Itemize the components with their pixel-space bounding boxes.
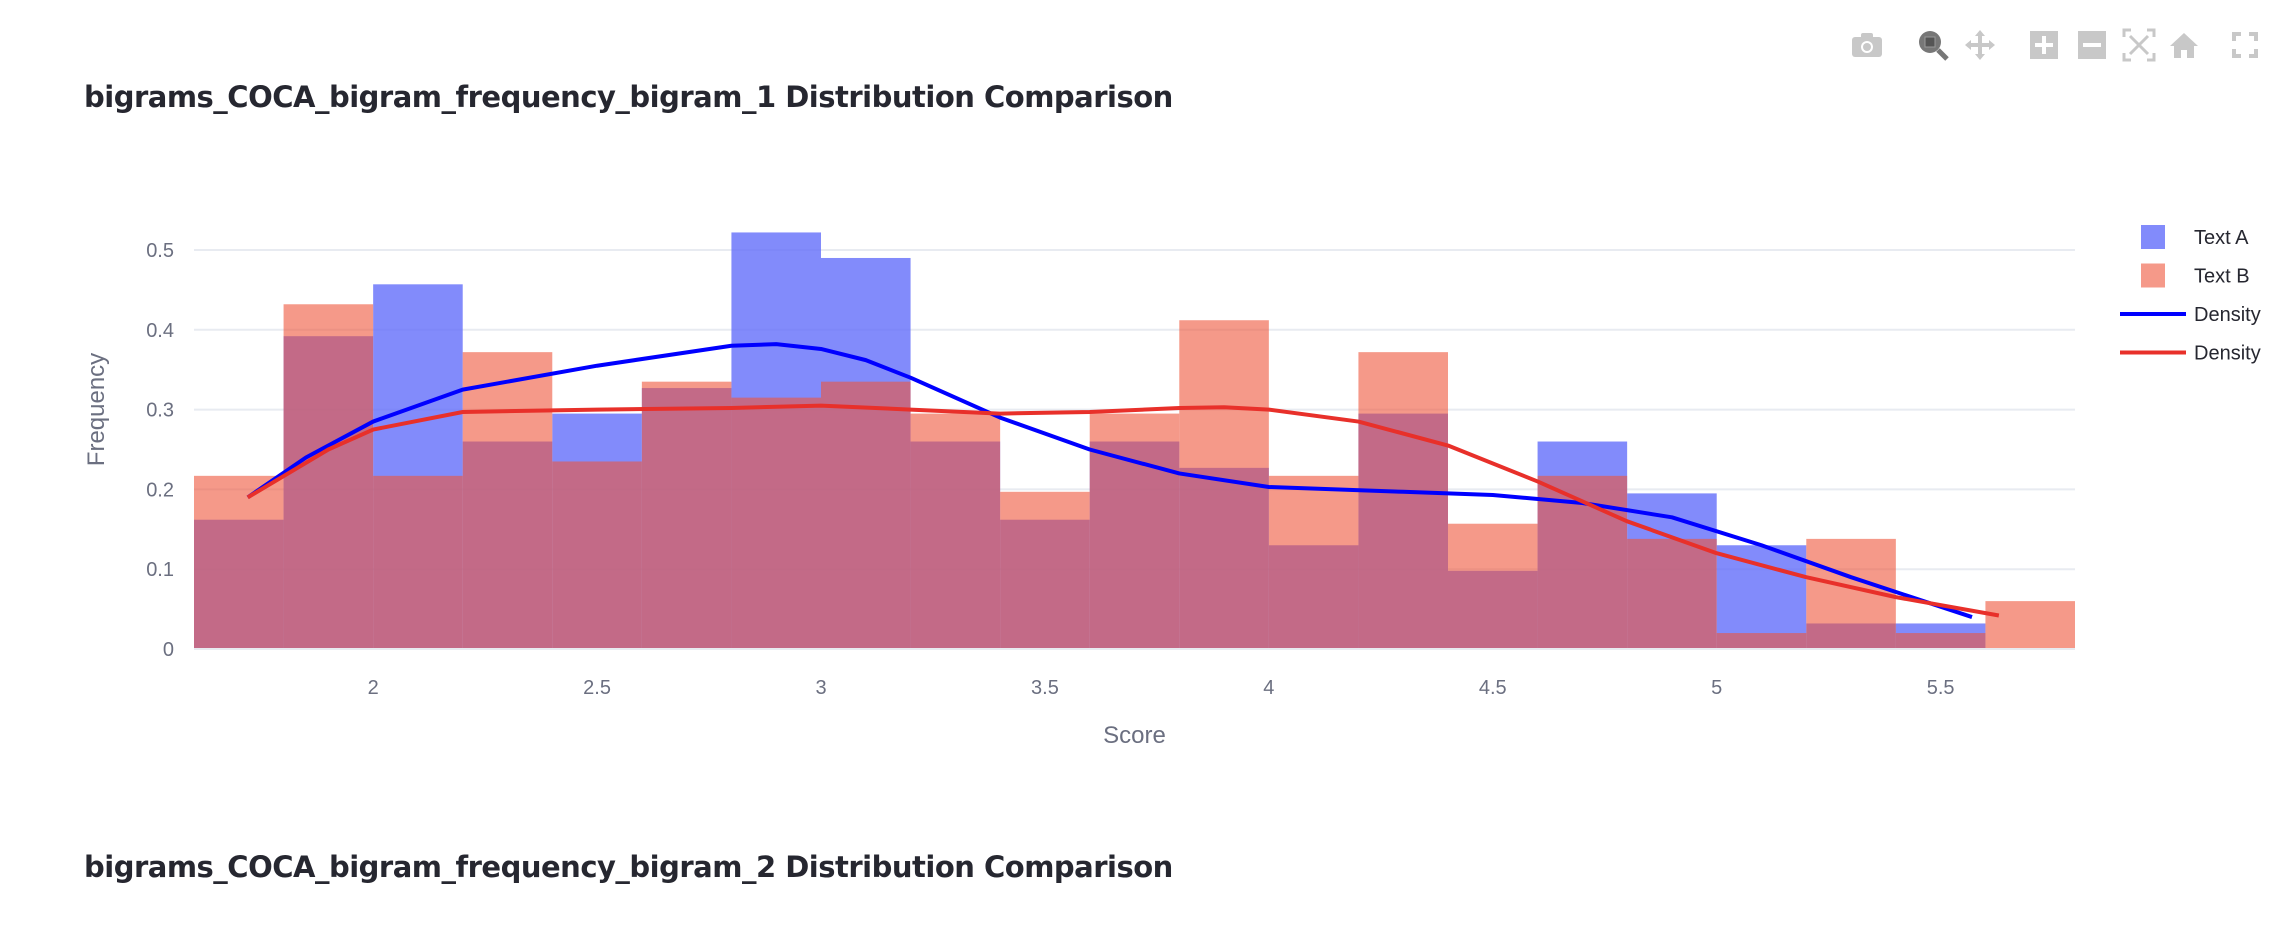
density-line-3 xyxy=(246,403,2000,618)
y-tick-label: 0.5 xyxy=(146,240,174,262)
zoom-out-icon[interactable] xyxy=(2075,28,2109,62)
legend-item: Density xyxy=(2194,304,2261,326)
bar-text-b xyxy=(1716,633,1807,649)
legend-item: Text B xyxy=(2194,266,2250,288)
zoom-icon[interactable] xyxy=(1916,28,1950,62)
legend-item: Text A xyxy=(2194,227,2249,249)
legend-swatch xyxy=(2141,225,2165,249)
x-axis-label: Score xyxy=(1103,722,1166,749)
x-tick-label: 3 xyxy=(815,677,826,699)
zoom-in-icon[interactable] xyxy=(2027,28,2061,62)
bar-text-b xyxy=(1000,491,1090,649)
pan-icon[interactable] xyxy=(1963,28,1997,62)
bar-text-b xyxy=(1895,633,1986,649)
x-tick-label: 5.5 xyxy=(1927,677,1955,699)
x-tick-label: 4.5 xyxy=(1479,677,1507,699)
bar-text-b xyxy=(1268,475,1359,649)
y-tick-label: 0.2 xyxy=(146,479,174,501)
x-tick-label: 2.5 xyxy=(583,677,611,699)
density-line-2 xyxy=(246,342,1973,619)
bar-text-b xyxy=(194,475,284,649)
y-tick-label: 0.3 xyxy=(146,400,174,422)
bar-text-b xyxy=(283,304,374,649)
y-tick-label: 0.4 xyxy=(146,320,174,342)
bar-text-b xyxy=(910,413,1001,649)
bar-text-b xyxy=(462,352,553,649)
x-tick-label: 3.5 xyxy=(1031,677,1059,699)
autoscale-icon[interactable] xyxy=(2122,28,2156,62)
bar-text-b xyxy=(1985,601,2075,649)
y-tick-label: 0 xyxy=(163,639,174,661)
reset-axes-icon[interactable] xyxy=(2167,28,2201,62)
bar-text-a xyxy=(1716,545,1807,649)
y-tick-label: 0.1 xyxy=(146,559,174,581)
x-tick-label: 5 xyxy=(1711,677,1722,699)
chart-title: bigrams_COCA_bigram_frequency_bigram_1 D… xyxy=(84,80,1173,114)
fullscreen-icon[interactable] xyxy=(2228,28,2262,62)
bar-text-b xyxy=(731,397,821,649)
y-axis-label: Frequency xyxy=(83,353,110,466)
bar-text-b xyxy=(1627,538,1717,649)
bar-text-b xyxy=(1089,413,1180,649)
legend-swatch xyxy=(2141,263,2165,288)
legend-item: Density xyxy=(2194,343,2261,365)
camera-icon[interactable] xyxy=(1850,28,1884,62)
bar-text-b xyxy=(1358,352,1448,649)
bar-text-b xyxy=(373,475,463,649)
bar-text-b xyxy=(821,381,911,649)
x-tick-label: 2 xyxy=(368,677,379,699)
x-tick-label: 4 xyxy=(1263,677,1274,699)
bar-text-b xyxy=(1448,523,1538,649)
second-chart-title: bigrams_COCA_bigram_frequency_bigram_2 D… xyxy=(84,850,1173,884)
bar-text-b xyxy=(552,461,642,649)
bar-text-b xyxy=(641,381,732,649)
